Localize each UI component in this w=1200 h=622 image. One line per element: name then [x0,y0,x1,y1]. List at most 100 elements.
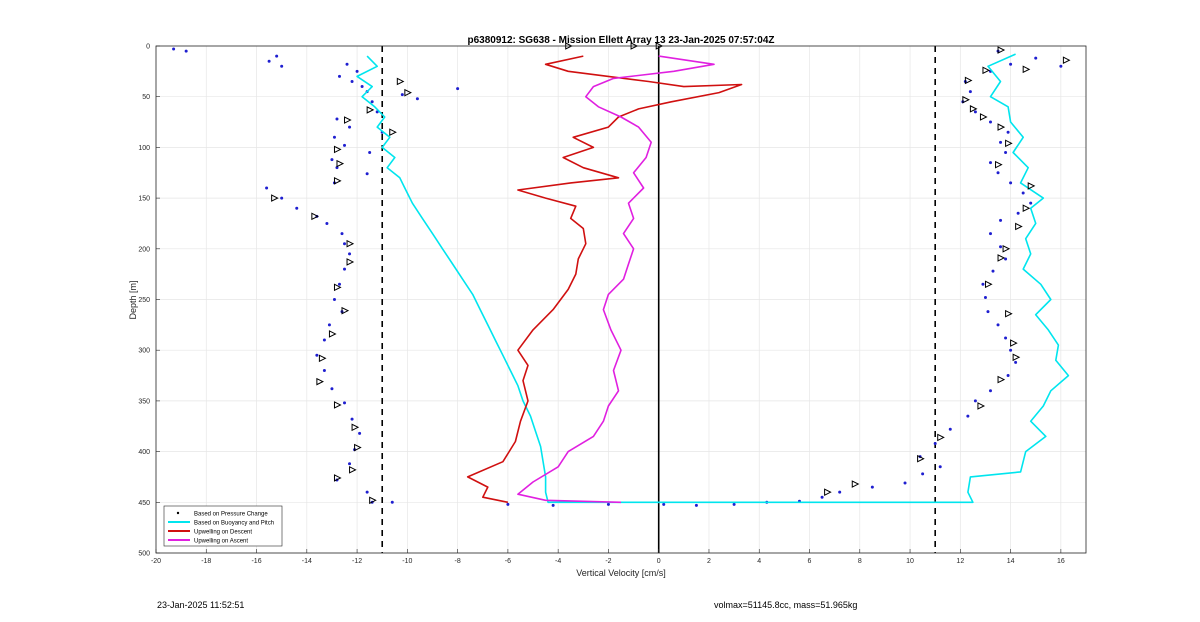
pressure-change-point [358,431,362,435]
triangle-marker [271,194,279,202]
x-tick-label: -8 [455,558,461,565]
pressure-change-point [322,338,326,342]
pressure-change-point [456,87,460,91]
x-tick-label: -12 [352,558,362,565]
pressure-change-point [991,269,995,273]
triangle-marker [316,377,324,386]
pressure-change-point [968,90,972,94]
triangle-marker [336,159,345,168]
pressure-change-point [1004,150,1008,154]
pressure-change-point [350,417,354,421]
y-tick-label: 500 [138,551,150,558]
pressure-change-point [973,399,977,403]
triangle-marker [851,480,860,488]
marker-layer [271,42,1071,505]
y-tick-label: 400 [138,449,150,456]
pressure-change-point [1016,211,1020,215]
triangle-marker [937,433,945,442]
y-tick-label: 150 [138,196,150,203]
pressure-change-point [343,267,347,271]
triangle-marker [995,160,1003,169]
pressure-change-point [988,161,992,165]
triangle-marker [366,106,375,114]
pressure-change-point [337,282,341,286]
pressure-change-point [933,441,937,445]
x-axis-label: Vertical Velocity [cm/s] [576,568,666,578]
series-line-3 [517,55,715,504]
pressure-change-point [1059,64,1063,68]
pressure-change-point [988,120,992,124]
pressure-change-point [337,74,341,78]
pressure-change-point [368,150,372,154]
pressure-change-point [340,232,344,236]
x-tick-label: -20 [151,558,161,565]
pressure-change-point [370,100,374,104]
pressure-change-point [988,389,992,393]
y-axis-label: Depth [m] [128,280,138,319]
pressure-change-point [999,140,1003,144]
pressure-change-point [606,502,610,506]
pressure-change-point [265,186,269,190]
pressure-change-point [1021,191,1025,195]
triangle-marker [333,145,342,154]
x-tick-label: 6 [808,558,812,565]
pressure-change-point [348,125,352,129]
x-tick-label: 14 [1007,558,1015,565]
triangle-marker [984,280,993,289]
pressure-change-point [986,310,990,314]
y-tick-label: 200 [138,246,150,253]
pressure-change-point [1034,56,1038,60]
triangle-marker [1012,353,1021,362]
x-tick-label: 2 [707,558,711,565]
triangle-marker [404,88,412,97]
y-tick-label: 350 [138,398,150,405]
triangle-marker [979,113,988,121]
pressure-change-point [343,242,347,246]
triangle-marker [982,66,991,75]
x-tick-label: -16 [251,558,261,565]
triangle-marker [354,443,362,452]
triangle-marker [1027,182,1036,190]
pressure-change-point [332,298,336,301]
pressure-change-point [948,427,952,431]
triangle-marker [349,466,357,474]
pressure-change-point [267,59,271,63]
pressure-change-point [820,495,824,499]
pressure-change-point [295,206,299,210]
triangle-marker [977,402,986,410]
y-tick-label: 0 [146,44,150,51]
pressure-change-point [327,323,331,327]
x-tick-label: -6 [505,558,511,565]
triangle-marker [369,496,377,505]
legend-label: Based on Pressure Change [194,511,268,517]
pressure-change-point [280,64,284,68]
x-tick-label: 4 [757,558,761,565]
pressure-change-point [1009,62,1013,66]
series-line-2 [466,55,743,504]
pressure-change-point [348,252,352,256]
pressure-change-point [966,414,970,418]
pressure-change-point [996,171,1000,175]
pressure-change-point [1004,257,1008,261]
pressure-change-point [280,196,284,200]
pressure-change-point [1006,374,1010,378]
pressure-change-point [322,368,326,372]
pressure-change-point [1009,348,1013,352]
pressure-change-point [343,401,347,405]
pressure-change-point [1029,201,1033,205]
x-tick-label: -4 [555,558,561,565]
triangle-marker [1062,56,1071,65]
legend-label: Based on Buoyancy and Pitch [194,520,274,526]
legend-label: Upwelling on Descent [194,529,252,535]
triangle-marker [824,488,832,496]
triangle-marker [962,95,970,104]
series-layer [172,47,1070,507]
pressure-change-point [365,172,369,176]
series-line-1 [356,53,1070,504]
pressure-change-point [996,323,1000,327]
x-tick-label: 8 [858,558,862,565]
triangle-marker [346,258,355,266]
pressure-change-point [1004,336,1008,340]
pressure-change-point [732,502,736,506]
footer-timestamp: 23-Jan-2025 11:52:51 [157,600,245,610]
